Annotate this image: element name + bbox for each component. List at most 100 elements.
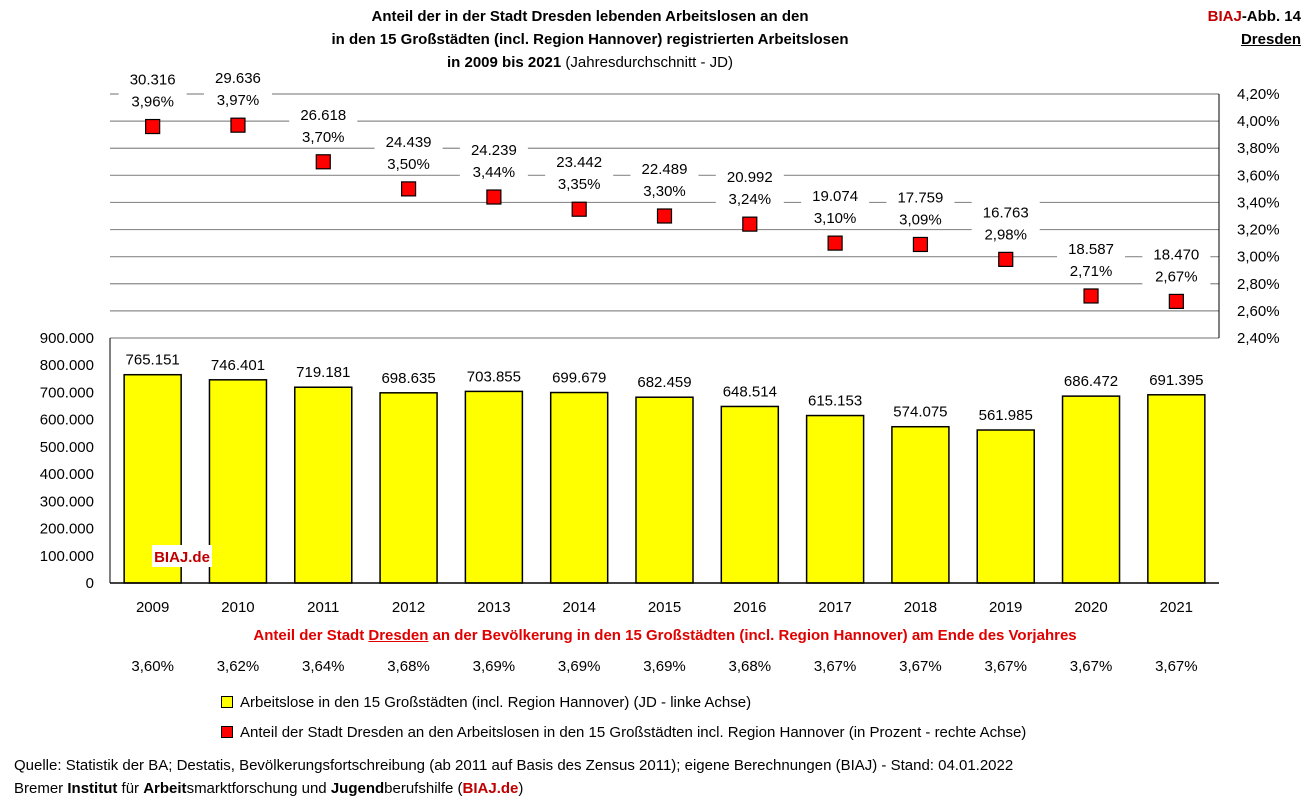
data-point-marker (486, 189, 502, 205)
bar (1061, 395, 1121, 584)
marker-count-label: 24.439 (386, 134, 432, 151)
right-axis-tick-label: 2,60% (1237, 303, 1280, 320)
source-note: Quelle: Statistik der BA; Destatis, Bevö… (14, 757, 1014, 774)
marker-percent-label: 3,96% (131, 94, 174, 111)
bar (1147, 394, 1206, 584)
data-point-marker (230, 117, 246, 133)
marker-label-background (886, 186, 955, 229)
marker-percent-label: 3,35% (558, 176, 601, 193)
bar-label-background (631, 371, 698, 392)
population-share-value: 3,67% (1070, 658, 1113, 675)
marker-label-background (374, 130, 443, 173)
right-axis-tick-label: 2,40% (1237, 330, 1280, 347)
marker-label-background (459, 139, 528, 182)
bar (379, 392, 438, 584)
data-point-marker (1083, 288, 1099, 304)
marker-percent-label: 3,30% (643, 183, 686, 200)
bar-value-label: 746.401 (211, 357, 265, 374)
bar (976, 429, 1035, 584)
x-axis-tick-label: 2011 (307, 599, 339, 616)
marker-percent-label: 2,67% (1155, 268, 1198, 285)
right-axis-tick-label: 3,00% (1237, 249, 1280, 266)
bar-label-background (887, 400, 954, 421)
left-axis-tick-label: 600.000 (40, 412, 94, 429)
x-axis-tick-label: 2021 (1160, 599, 1193, 616)
legend-item-bars: Arbeitslose in den 15 Großstädten (incl.… (221, 694, 751, 711)
title-line-1: Anteil der in der Stadt Dresden lebenden… (371, 8, 809, 25)
left-axis-tick-label: 800.000 (40, 357, 94, 374)
org-part-4: Arbeit (143, 780, 187, 797)
legend-swatch-markers (221, 726, 233, 738)
population-heading-city: Dresden (368, 627, 429, 644)
legend-label-markers: Anteil der Stadt Dresden an den Arbeitsl… (240, 724, 1027, 741)
org-part-2: Institut (67, 780, 118, 797)
organization-line: Bremer Institut für Arbeitsmarktforschun… (14, 780, 523, 797)
bar-value-label: 765.151 (126, 352, 180, 369)
left-axis-tick-label: 700.000 (40, 384, 94, 401)
bar-label-background (119, 348, 186, 369)
bar-value-label: 686.472 (1064, 373, 1118, 390)
right-axis-tick-label: 2,80% (1237, 276, 1280, 293)
data-point-marker (400, 181, 417, 197)
org-part-1: Bremer (14, 780, 64, 797)
marker-label-background (118, 68, 187, 111)
bar-value-label: 574.075 (893, 404, 947, 421)
marker-label-background (289, 103, 358, 146)
right-axis-tick-label: 3,40% (1237, 194, 1280, 211)
marker-label-background (630, 158, 699, 200)
population-share-value: 3,67% (899, 658, 942, 675)
legend-swatch-bars (221, 696, 233, 708)
bar (720, 405, 780, 584)
x-axis-tick-label: 2016 (733, 599, 766, 616)
bar (805, 414, 865, 584)
marker-percent-label: 3,70% (302, 129, 345, 146)
data-point-marker (912, 236, 929, 253)
marker-count-label: 18.587 (1068, 241, 1114, 258)
data-point-marker (145, 118, 161, 135)
x-axis-tick-label: 2010 (221, 599, 254, 616)
title-line-2: in den 15 Großstädten (incl. Region Hann… (331, 31, 849, 48)
marker-percent-label: 2,71% (1070, 263, 1113, 280)
marker-count-label: 24.239 (471, 142, 517, 159)
x-axis-tick-label: 2015 (648, 599, 681, 616)
bar-label-background (1143, 368, 1210, 389)
right-axis-tick-label: 3,60% (1237, 167, 1280, 184)
marker-count-label: 19.074 (812, 188, 858, 205)
marker-count-label: 17.759 (897, 189, 943, 206)
figure-tag-fig: -Abb. 14 (1241, 8, 1301, 25)
bar-label-background (460, 365, 527, 386)
data-point-marker (827, 235, 843, 251)
x-axis-tick-label: 2019 (989, 599, 1022, 616)
marker-count-label: 18.470 (1153, 246, 1199, 263)
marker-count-label: 22.489 (642, 161, 688, 178)
bar (891, 425, 950, 584)
marker-label-background (203, 67, 272, 110)
marker-count-label: 26.618 (300, 107, 346, 124)
population-share-value: 3,67% (814, 658, 857, 675)
data-point-marker (315, 154, 331, 170)
title-line-3-plain: (Jahresdurchschnitt - JD) (565, 54, 733, 71)
marker-count-label: 16.763 (983, 204, 1029, 221)
org-part-6: Jugend (330, 780, 385, 797)
marker-label-background (545, 151, 614, 194)
x-axis-tick-label: 2014 (563, 599, 596, 616)
right-axis-tick-label: 4,00% (1237, 113, 1280, 130)
marker-label-background (715, 166, 784, 209)
bar-value-label: 691.395 (1149, 372, 1203, 389)
left-axis-tick-label: 300.000 (40, 493, 94, 510)
population-share-value: 3,64% (302, 658, 345, 675)
marker-count-label: 20.992 (727, 169, 773, 186)
org-part-3: für (121, 780, 140, 797)
population-share-value: 3,69% (643, 658, 686, 675)
bar (549, 391, 609, 584)
title-line-3: in 2009 bis 2021 (Jahresdurchschnitt - J… (250, 51, 930, 74)
figure-tag: BIAJ-Abb. 14 Dresden (1208, 5, 1301, 51)
marker-label-background (1057, 237, 1126, 280)
org-part-8: BIAJ.de (462, 780, 519, 797)
data-point-marker (998, 251, 1014, 267)
marker-percent-label: 3,44% (473, 164, 516, 181)
bar-value-label: 648.514 (723, 383, 777, 400)
marker-percent-label: 3,09% (899, 211, 942, 228)
bar (635, 396, 694, 584)
